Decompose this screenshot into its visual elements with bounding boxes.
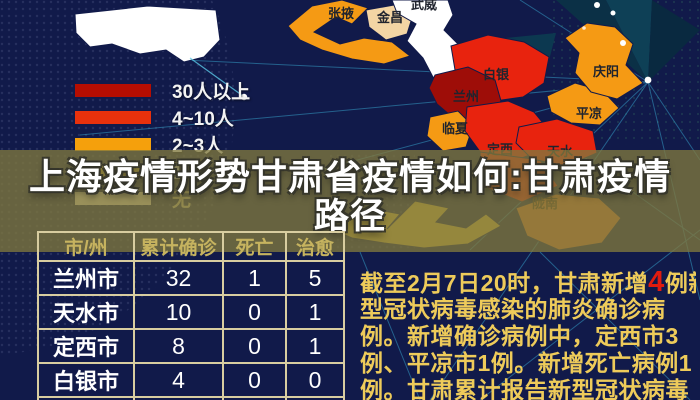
map-label-baiyin: 白银 [483,67,510,82]
col-header-deaths: 死亡 [222,231,287,262]
report-line-1: 截至2月7日20时，甘肃新增4例新 [360,269,696,296]
map-label-pingliang: 平凉 [576,106,602,121]
cell-city: 陇南市 [37,396,135,400]
cell-confirmed: 4 [133,396,224,400]
map-label-linxia: 临夏 [442,121,469,136]
col-header-city: 市/州 [37,231,135,262]
map-label-jinchang: 金昌 [376,10,403,25]
report-line5-text: 例。甘肃累计报告新型冠状病毒 [360,377,689,400]
cell-cured: 1 [285,328,345,364]
cell-city: 定西市 [37,328,135,364]
legend-label-30plus: 30人以上 [172,82,251,103]
col-header-cured: 治愈 [285,231,345,262]
report-line1-post: 例新 [664,270,696,296]
network-nodes [189,2,652,101]
cell-city: 天水市 [37,294,135,330]
map-label-zhangye: 张掖 [328,6,355,21]
cell-city: 白银市 [37,362,135,398]
legend-swatch-2to3 [75,138,151,151]
cell-deaths: 0 [222,396,287,400]
report-line1-pre: 截至2月7日20时，甘肃新增 [360,270,649,296]
legend-item-30plus: 30人以上 [75,82,250,103]
cell-cured: 0 [285,362,345,398]
cell-deaths: 0 [222,294,287,330]
report-line-2: 型冠状病毒感染的肺炎确诊病 [360,296,696,323]
cell-cured: 0 [285,396,345,400]
table-row-baiyin: 白银市 4 0 0 [37,362,345,398]
col-header-confirmed: 累计确诊 [133,231,224,262]
report-line-3: 例。新增确诊病例中，定西市3 [360,323,696,350]
report-highlight-number: 4 [648,269,665,296]
report-line-5: 例。甘肃累计报告新型冠状病毒 [360,377,696,400]
cell-confirmed: 4 [133,362,224,398]
cell-deaths: 1 [222,260,287,296]
cell-confirmed: 32 [133,260,224,296]
legend-swatch-4to10 [75,111,151,124]
map-region-jiuquan [74,5,221,63]
legend-label-4to10: 4~10人 [172,109,234,130]
headline-line2: 路径 [313,197,386,236]
report-line-4: 例、平凉市1例。新增死亡病例1 [360,350,696,377]
cell-confirmed: 10 [133,294,224,330]
cell-cured: 1 [285,294,345,330]
table-header-row: 市/州 累计确诊 死亡 治愈 [37,231,345,262]
table-row-tianshui: 天水市 10 0 1 [37,294,345,330]
headline-line1: 上海疫情形势甘肃省疫情如何:甘肃疫情 [29,156,671,197]
map-region-zhangye [287,0,412,65]
map-region-linxia [426,110,474,152]
table-row-longnan-partial: 陇南市 4 0 0 [37,396,345,400]
cell-confirmed: 8 [133,328,224,364]
table-row-lanzhou: 兰州市 32 1 5 [37,260,345,296]
report-line2-text: 型冠状病毒感染的肺炎确诊病 [360,296,666,322]
stats-table: 市/州 累计确诊 死亡 治愈 兰州市 32 1 5 天水市 10 0 1 定西市… [37,231,345,400]
cell-cured: 5 [285,260,345,296]
report-line4-text: 例、平凉市1例。新增死亡病例1 [360,350,693,376]
map-label-lanzhou: 兰州 [453,89,479,104]
legend-swatch-30plus [75,84,151,97]
cell-deaths: 0 [222,362,287,398]
report-text: 截至2月7日20时，甘肃新增4例新 型冠状病毒感染的肺炎确诊病 例。新增确诊病例… [360,269,696,400]
table-row-dingxi: 定西市 8 0 1 [37,328,345,364]
legend-item-4to10: 4~10人 [75,109,250,130]
cell-deaths: 0 [222,328,287,364]
report-line3-text: 例。新增确诊病例中，定西市3 [360,323,679,349]
cell-city: 兰州市 [37,260,135,296]
map-label-wuwei: 武威 [411,0,437,12]
map-label-qingyang: 庆阳 [592,64,619,79]
